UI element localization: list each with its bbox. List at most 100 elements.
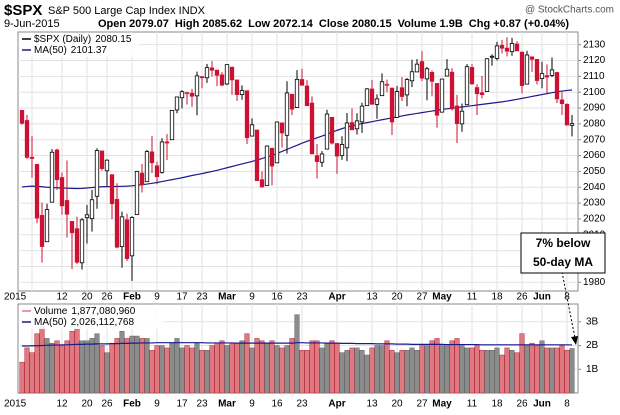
x-tick-label: 26	[516, 399, 528, 410]
volume-bar	[394, 352, 400, 394]
volume-bar	[519, 333, 525, 394]
price-panel	[17, 31, 579, 292]
volume-bar	[324, 342, 330, 394]
volume-bar	[379, 345, 385, 394]
y-tick-label: 2090	[583, 103, 606, 114]
candle-body	[74, 228, 80, 263]
volume-bar	[114, 338, 120, 394]
candle-body	[429, 71, 435, 82]
volume-bar	[559, 345, 565, 394]
volume-bar	[499, 354, 505, 394]
volume-bar	[459, 345, 465, 394]
candle-body	[414, 63, 420, 73]
candle-body	[464, 66, 470, 106]
candle-body	[119, 216, 125, 248]
quote-line: Open 2079.07 High 2085.62 Low 2072.14 Close 208…	[98, 18, 569, 30]
volume-bar	[199, 350, 205, 394]
volume-bar	[54, 340, 60, 394]
volume-bar	[264, 342, 270, 394]
volume-bar	[454, 338, 460, 394]
x-tick-label: 20	[81, 292, 93, 303]
candle-body	[354, 120, 360, 130]
candle-body	[419, 61, 425, 79]
candle-body	[84, 214, 90, 219]
y-tick-label: 2060	[583, 150, 606, 161]
candle-body	[29, 156, 35, 159]
candle-body	[249, 124, 255, 137]
x-tick-label: 9	[154, 292, 160, 303]
candle-body	[534, 59, 540, 81]
plot-layer: 20152015121220202626FebFeb9917172323MarM…	[4, 32, 606, 410]
x-tick-label: 12	[56, 292, 68, 303]
candle-body	[449, 71, 455, 110]
candle-body	[159, 141, 165, 173]
candle-body	[544, 75, 550, 78]
volume-bar	[254, 338, 260, 394]
volume-bar	[94, 333, 100, 394]
quote-field: Close	[319, 18, 349, 30]
candle-body	[369, 88, 375, 105]
candle-body	[474, 87, 480, 95]
candle-body	[514, 43, 520, 52]
candle-body	[309, 102, 315, 155]
quote-field: High	[175, 18, 200, 30]
x-tick-label: 12	[56, 399, 68, 410]
volume-bar	[234, 342, 240, 394]
volume-bar	[399, 350, 405, 394]
candle-body	[404, 79, 410, 96]
candle-body	[129, 217, 135, 257]
volume-bar	[299, 350, 305, 394]
volume-bar	[329, 340, 335, 394]
candle-body	[199, 76, 205, 79]
volume-bar	[39, 326, 45, 394]
volume-bar	[384, 340, 390, 394]
candle-body	[374, 98, 380, 105]
candle-body	[394, 91, 400, 118]
x-tick-label: 2015	[4, 292, 27, 303]
volume-bar	[74, 328, 80, 394]
volume-bar	[549, 347, 555, 394]
y-tick-label: 3B	[586, 316, 599, 327]
candle-body	[79, 219, 85, 264]
volume-bar	[194, 342, 200, 394]
annotation-arrow	[561, 271, 577, 344]
volume-bar	[449, 340, 455, 394]
quote-value: 2085.62	[202, 18, 242, 30]
candle-body	[94, 150, 100, 197]
legend-box	[19, 33, 139, 57]
volume-bar	[494, 347, 500, 394]
x-tick-label: Feb	[123, 292, 141, 303]
x-tick-label: 23	[196, 399, 208, 410]
volume-bar	[84, 340, 90, 394]
volume-bar	[514, 352, 520, 394]
candle-body	[239, 90, 245, 95]
volume-bar	[239, 340, 245, 394]
legend-entry: Volume 1,877,080,960	[34, 306, 136, 317]
volume-bar	[414, 350, 420, 394]
x-tick-label: 13	[366, 292, 378, 303]
quote-field: Chg	[469, 18, 490, 30]
candle-body	[559, 99, 565, 105]
x-tick-label: 23	[196, 292, 208, 303]
volume-bar	[484, 350, 490, 394]
candle-body	[284, 92, 290, 136]
volume-bar	[219, 340, 225, 394]
volume-bar	[119, 331, 125, 394]
volume-bar	[174, 338, 180, 394]
candle-body	[434, 83, 440, 116]
volume-bar	[224, 345, 230, 394]
volume-bar	[479, 350, 485, 394]
x-tick-label: 23	[296, 399, 308, 410]
legend-value: 2,026,112,768	[71, 317, 135, 328]
x-tick-label: 20	[391, 399, 403, 410]
candle-body	[409, 71, 415, 82]
volume-bar	[44, 338, 50, 394]
volume-bar	[49, 342, 55, 394]
candle-body	[114, 199, 120, 248]
y-tick-label: 2110	[583, 71, 605, 82]
candle-body	[174, 96, 180, 111]
volume-bar	[69, 331, 75, 394]
candle-body	[59, 177, 65, 207]
volume-bar	[149, 350, 155, 394]
